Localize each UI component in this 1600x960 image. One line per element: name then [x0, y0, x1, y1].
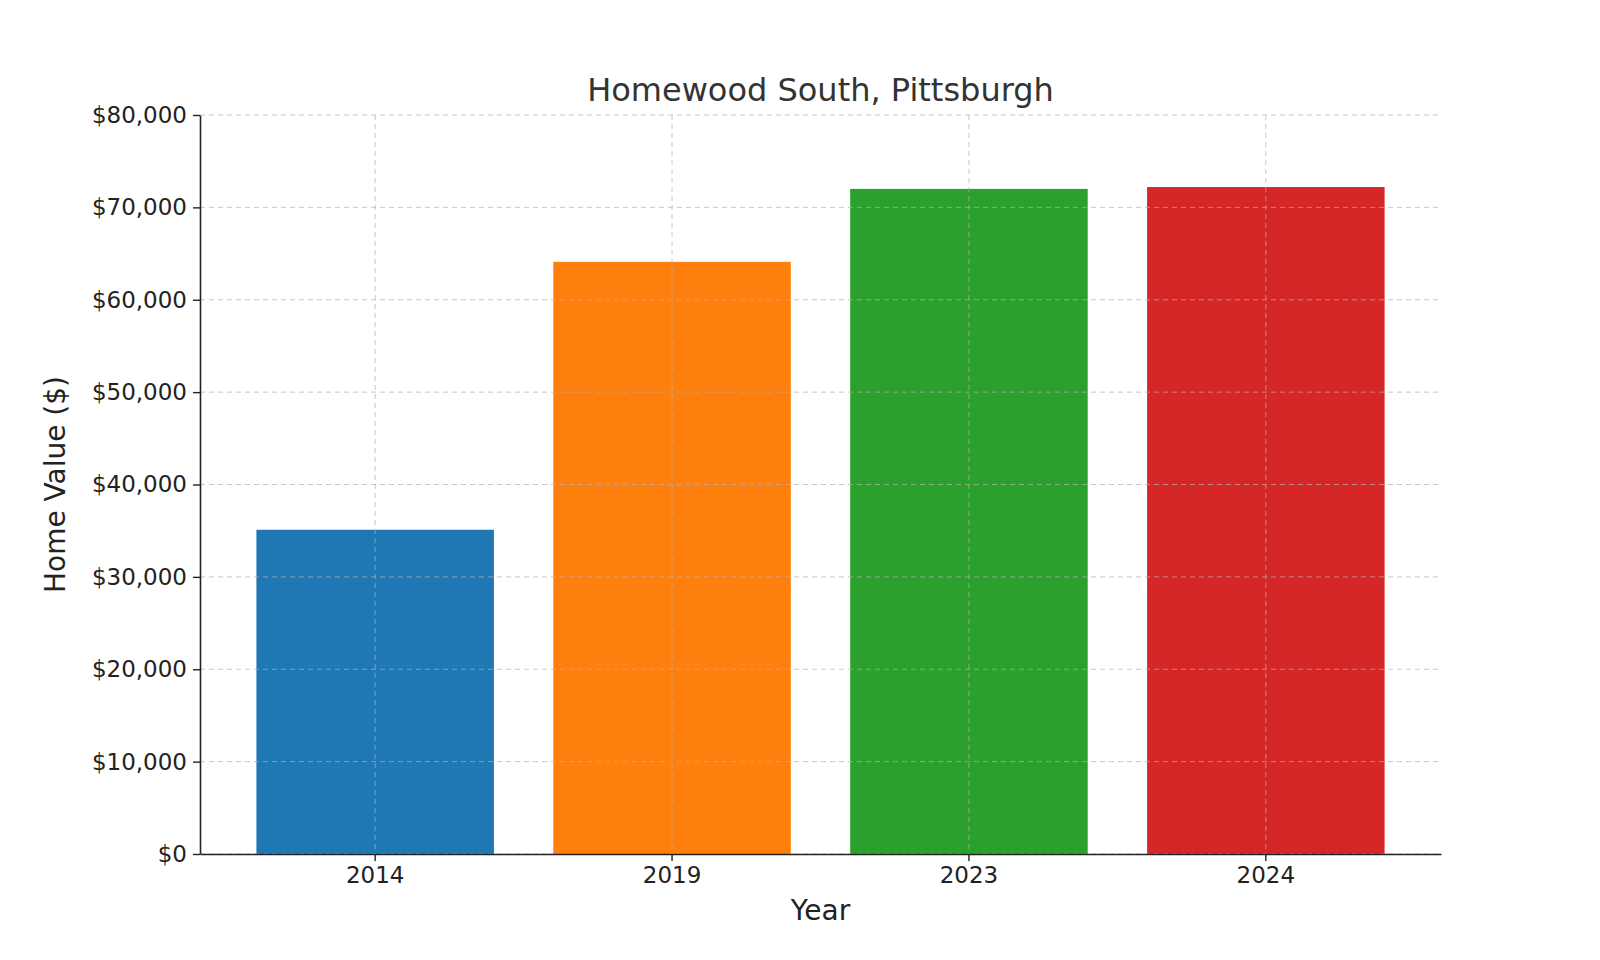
grid-line: [200, 392, 1441, 393]
tick-label: 2024: [1237, 862, 1296, 888]
tick-label: $20,000: [92, 656, 187, 682]
grid-line: [200, 576, 1441, 577]
grid-line: [200, 669, 1441, 670]
tick-mark: [968, 854, 969, 861]
y-axis: $0 $10,000 $20,000 $30,000 $40,000 $50,000 $60…: [92, 102, 201, 867]
grid-line: [672, 115, 673, 854]
tick-mark: [193, 669, 200, 670]
tick-label: $10,000: [92, 748, 187, 774]
tick: $70,000: [92, 194, 200, 220]
tick-label: $30,000: [92, 564, 187, 590]
grid-line: [200, 854, 1441, 855]
tick-mark: [193, 115, 200, 116]
grid-line: [200, 299, 1441, 300]
tick-mark: [374, 854, 375, 861]
tick: 2014: [346, 854, 405, 888]
x-axis: 2014 2019 2023 2024: [201, 854, 1442, 888]
tick-mark: [193, 577, 200, 578]
plot-area: $0 $10,000 $20,000 $30,000 $40,000 $50,000 $60…: [92, 102, 1442, 888]
tick: $50,000: [92, 379, 200, 405]
tick: $60,000: [92, 287, 200, 313]
grid-line: [200, 115, 1441, 116]
tick-mark: [193, 854, 200, 855]
tick: $10,000: [92, 748, 200, 774]
tick: 2024: [1237, 854, 1296, 888]
tick-mark: [193, 484, 200, 485]
tick: $20,000: [92, 656, 200, 682]
y-axis-title: Home Value ($): [39, 376, 72, 593]
tick-mark: [193, 300, 200, 301]
grid-line: [200, 484, 1441, 485]
tick-label: 2023: [940, 862, 999, 888]
grid-line: [375, 115, 376, 854]
tick-mark: [1265, 854, 1266, 861]
tick-mark: [193, 207, 200, 208]
tick-mark: [193, 761, 200, 762]
axis-line: [201, 854, 1442, 856]
tick: 2019: [643, 854, 702, 888]
grid-line: [200, 761, 1441, 762]
chart: $0 $10,000 $20,000 $30,000 $40,000 $50,000 $60…: [0, 0, 1600, 960]
tick: $0: [158, 841, 200, 867]
grid-line: [200, 207, 1441, 208]
grid-line: [1265, 115, 1266, 854]
tick-label: 2019: [643, 862, 702, 888]
tick: 2023: [940, 854, 999, 888]
tick-label: $60,000: [92, 287, 187, 313]
tick-label: $70,000: [92, 194, 187, 220]
grid: [200, 115, 1441, 854]
bars: [256, 187, 1384, 854]
tick: $40,000: [92, 471, 200, 497]
x-axis-title: Year: [790, 894, 851, 927]
grid-line: [968, 115, 969, 854]
tick: $80,000: [92, 102, 200, 128]
tick-mark: [671, 854, 672, 861]
tick: $30,000: [92, 564, 200, 590]
tick-label: 2014: [346, 862, 405, 888]
title: Homewood South, Pittsburgh: [587, 71, 1054, 109]
tick-label: $0: [158, 841, 187, 867]
tick-label: $80,000: [92, 102, 187, 128]
tick-label: $50,000: [92, 379, 187, 405]
tick-mark: [193, 392, 200, 393]
tick-label: $40,000: [92, 471, 187, 497]
